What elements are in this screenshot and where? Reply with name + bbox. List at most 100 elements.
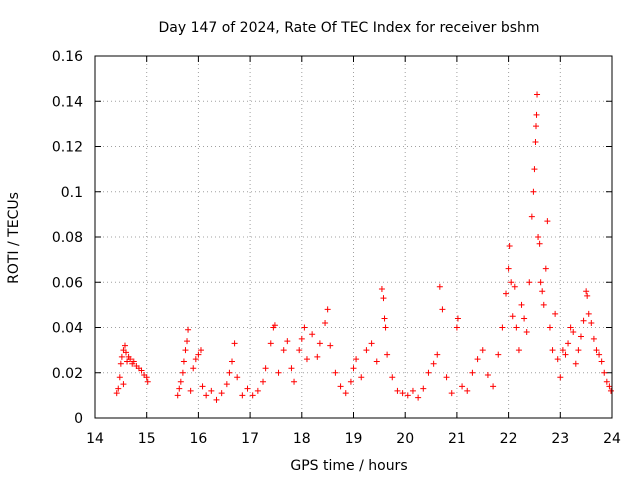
y-tick-label: 0.08 [52, 230, 83, 246]
data-point [284, 338, 291, 345]
data-point [203, 392, 210, 399]
data-point [420, 385, 427, 392]
data-point [234, 374, 241, 381]
y-axis-ticks: 0 0.02 0.04 0.06 0.08 0.1 0.12 0.14 0.16 [52, 49, 612, 427]
data-point [585, 310, 592, 317]
data-point [358, 374, 365, 381]
data-point [534, 91, 541, 98]
x-tick-label: 21 [448, 431, 466, 447]
data-point [459, 383, 466, 390]
data-point [130, 358, 137, 365]
data-point [177, 378, 184, 385]
x-tick-label: 24 [603, 431, 621, 447]
y-tick-label: 0 [74, 411, 83, 427]
data-point [187, 387, 194, 394]
data-point [425, 369, 432, 376]
data-points [113, 91, 614, 403]
data-point [254, 387, 261, 394]
data-point [275, 369, 282, 376]
data-point [533, 123, 540, 130]
data-point [123, 349, 130, 356]
data-point [554, 356, 561, 363]
x-tick-label: 19 [345, 431, 363, 447]
data-point [280, 347, 287, 354]
data-point [117, 360, 124, 367]
data-point [249, 392, 256, 399]
data-point [303, 356, 310, 363]
data-point [511, 283, 518, 290]
data-point [185, 326, 192, 333]
data-point [513, 324, 520, 331]
data-point [291, 378, 298, 385]
data-point [244, 385, 251, 392]
data-point [327, 342, 334, 349]
data-point [583, 288, 590, 295]
data-point [503, 290, 510, 297]
data-point [226, 369, 233, 376]
data-point [508, 279, 515, 286]
data-point [439, 306, 446, 313]
x-axis-ticks: 14 15 16 17 18 19 20 21 22 23 24 [86, 56, 621, 447]
data-point [505, 265, 512, 272]
x-tick-label: 23 [551, 431, 569, 447]
data-point [577, 333, 584, 340]
data-point [368, 340, 375, 347]
data-point [539, 288, 546, 295]
y-tick-label: 0.06 [52, 275, 83, 291]
data-point [332, 369, 339, 376]
data-point [499, 324, 506, 331]
data-point [208, 387, 215, 394]
y-tick-label: 0.04 [52, 321, 83, 337]
data-point [448, 390, 455, 397]
data-point [342, 390, 349, 397]
y-tick-label: 0.02 [52, 366, 83, 382]
data-point [443, 374, 450, 381]
data-point [532, 138, 539, 145]
data-point [192, 356, 199, 363]
data-point [533, 111, 540, 118]
data-point [430, 360, 437, 367]
x-tick-label: 22 [500, 431, 518, 447]
data-point [262, 365, 269, 372]
data-point [115, 385, 122, 392]
data-point [124, 358, 131, 365]
data-point [373, 358, 380, 365]
data-point [113, 390, 120, 397]
data-point [389, 374, 396, 381]
data-point [531, 166, 538, 173]
data-point [116, 374, 123, 381]
data-point [506, 243, 513, 250]
data-point [584, 292, 591, 299]
x-tick-label: 14 [86, 431, 104, 447]
data-point [118, 353, 125, 360]
data-point [384, 351, 391, 358]
data-point [267, 340, 274, 347]
data-point [469, 369, 476, 376]
data-point [518, 301, 525, 308]
data-point [182, 347, 189, 354]
data-point [549, 347, 556, 354]
data-point [540, 301, 547, 308]
data-point [495, 351, 502, 358]
data-point [596, 351, 603, 358]
y-tick-label: 0.1 [61, 185, 83, 201]
data-point [316, 340, 323, 347]
data-point [229, 358, 236, 365]
data-point [120, 381, 127, 388]
data-point [454, 315, 461, 322]
data-point [363, 347, 370, 354]
data-point [298, 335, 305, 342]
data-point [314, 353, 321, 360]
data-point [180, 358, 187, 365]
data-point [322, 319, 329, 326]
data-point [121, 342, 128, 349]
data-point [542, 265, 549, 272]
data-point [434, 351, 441, 358]
data-point [347, 378, 354, 385]
data-point [404, 392, 411, 399]
data-point [309, 331, 316, 338]
y-tick-label: 0.12 [52, 140, 83, 156]
data-point [399, 390, 406, 397]
data-point [544, 218, 551, 225]
